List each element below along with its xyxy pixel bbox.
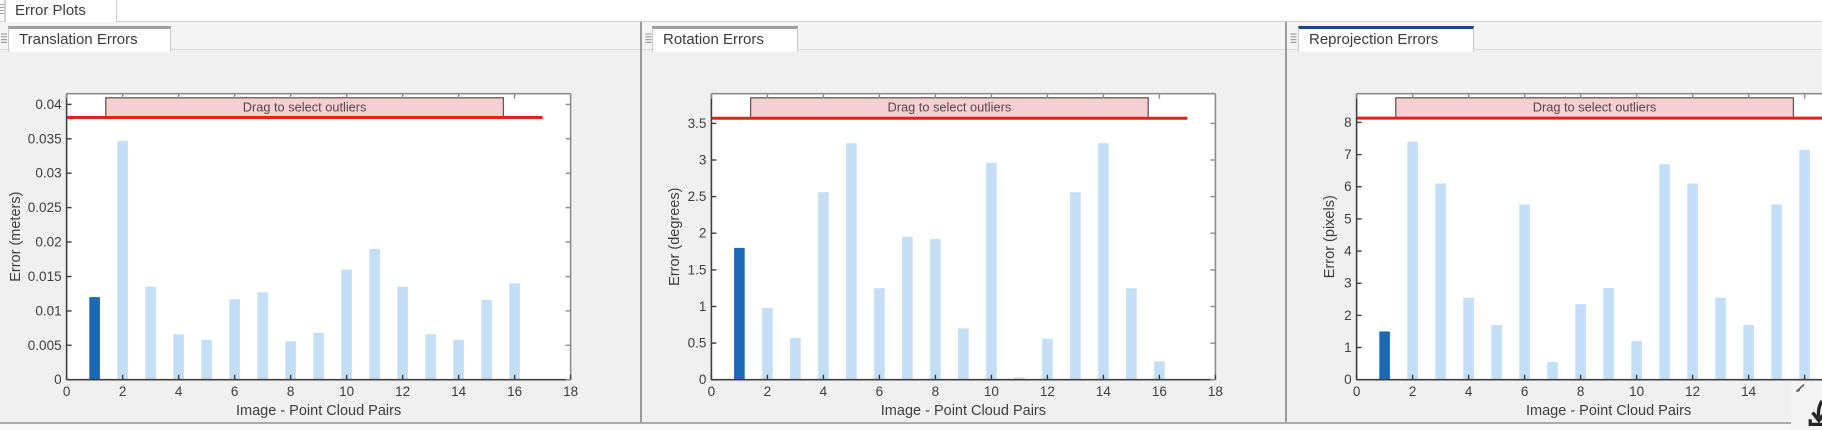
svg-text:3: 3 — [699, 153, 707, 168]
svg-text:6: 6 — [231, 384, 239, 399]
svg-text:0.04: 0.04 — [35, 97, 62, 112]
svg-text:2: 2 — [764, 384, 772, 399]
svg-text:Image - Point Cloud Pairs: Image - Point Cloud Pairs — [236, 403, 401, 419]
svg-text:Image - Point Cloud Pairs: Image - Point Cloud Pairs — [881, 403, 1046, 419]
svg-text:0.035: 0.035 — [28, 131, 62, 146]
svg-text:14: 14 — [451, 384, 467, 399]
svg-text:Image - Point Cloud Pairs: Image - Point Cloud Pairs — [1526, 403, 1691, 419]
svg-text:4: 4 — [820, 384, 828, 399]
svg-text:5: 5 — [1344, 211, 1352, 226]
svg-text:6: 6 — [876, 384, 884, 399]
svg-text:0: 0 — [1353, 384, 1361, 399]
svg-text:1.5: 1.5 — [688, 262, 707, 277]
svg-text:0.5: 0.5 — [688, 336, 707, 351]
svg-text:12: 12 — [395, 384, 410, 399]
svg-text:0.015: 0.015 — [28, 269, 62, 284]
svg-text:8: 8 — [932, 384, 940, 399]
svg-text:0: 0 — [1344, 372, 1352, 387]
svg-text:8: 8 — [1577, 384, 1585, 399]
svg-text:10: 10 — [984, 384, 999, 399]
svg-text:2: 2 — [699, 226, 707, 241]
svg-text:Error (degrees): Error (degrees) — [667, 188, 683, 286]
svg-text:8: 8 — [287, 384, 295, 399]
svg-text:0: 0 — [63, 384, 71, 399]
svg-text:4: 4 — [175, 384, 183, 399]
svg-text:7: 7 — [1344, 147, 1352, 162]
svg-text:4: 4 — [1465, 384, 1473, 399]
svg-text:Error (meters): Error (meters) — [8, 192, 24, 282]
svg-text:6: 6 — [1344, 179, 1352, 194]
svg-text:0: 0 — [699, 372, 707, 387]
svg-text:2.5: 2.5 — [688, 189, 707, 204]
svg-text:2: 2 — [1344, 308, 1352, 323]
svg-text:3: 3 — [1344, 276, 1352, 291]
svg-text:0.01: 0.01 — [35, 303, 61, 318]
svg-text:2: 2 — [119, 384, 127, 399]
svg-text:0.005: 0.005 — [28, 338, 62, 353]
svg-text:3.5: 3.5 — [688, 116, 707, 131]
svg-text:0.02: 0.02 — [35, 235, 61, 250]
svg-text:0: 0 — [54, 372, 62, 387]
svg-text:4: 4 — [1344, 244, 1352, 259]
svg-text:Drag to select outliers: Drag to select outliers — [1533, 100, 1657, 115]
svg-text:18: 18 — [1208, 384, 1223, 399]
svg-text:2: 2 — [1409, 384, 1417, 399]
svg-text:8: 8 — [1344, 115, 1352, 130]
svg-text:12: 12 — [1040, 384, 1055, 399]
svg-text:12: 12 — [1685, 384, 1700, 399]
svg-text:16: 16 — [507, 384, 522, 399]
svg-text:0.025: 0.025 — [28, 200, 62, 215]
svg-text:0.03: 0.03 — [35, 166, 61, 181]
svg-text:Drag to select outliers: Drag to select outliers — [243, 100, 367, 115]
svg-text:Error (pixels): Error (pixels) — [1322, 195, 1338, 278]
svg-text:1: 1 — [1344, 340, 1352, 355]
svg-text:16: 16 — [1152, 384, 1167, 399]
svg-text:10: 10 — [339, 384, 354, 399]
svg-text:1: 1 — [699, 299, 707, 314]
svg-text:0: 0 — [708, 384, 716, 399]
svg-text:Drag to select outliers: Drag to select outliers — [888, 100, 1012, 115]
svg-text:6: 6 — [1521, 384, 1529, 399]
svg-text:14: 14 — [1096, 384, 1112, 399]
svg-text:14: 14 — [1741, 384, 1757, 399]
svg-text:18: 18 — [563, 384, 578, 399]
svg-text:10: 10 — [1629, 384, 1644, 399]
